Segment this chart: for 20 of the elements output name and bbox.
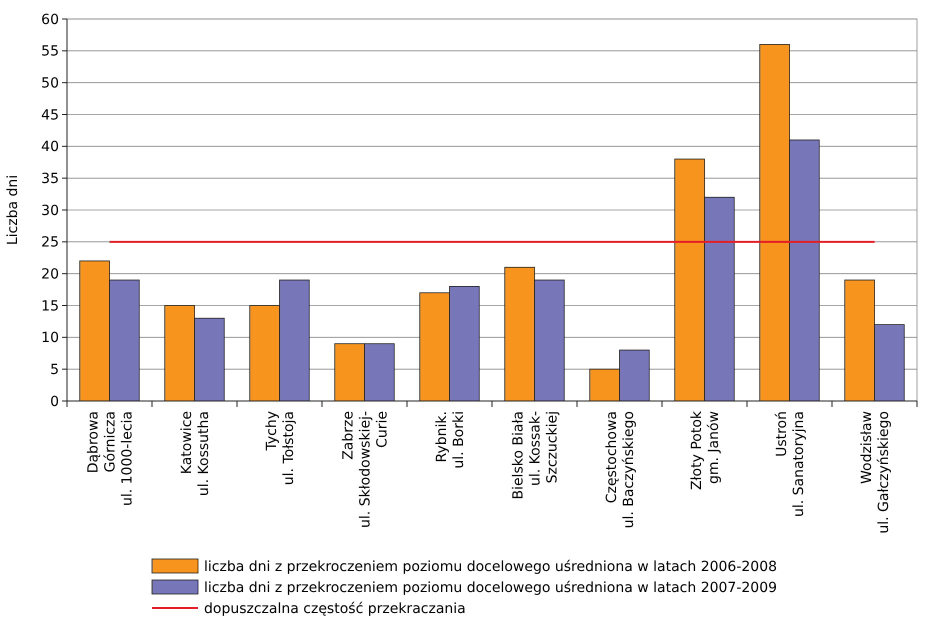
- y-tick-label: 30: [41, 202, 59, 219]
- y-tick-label: 20: [41, 266, 59, 283]
- x-tick-label: Zabrze ul. Skłodowskiej- Curie: [340, 411, 390, 528]
- x-tick-label: Rybnik. ul. Borki: [434, 411, 467, 469]
- y-tick-label: 5: [50, 362, 59, 378]
- x-tick-label: Dąbrowa Górnicza ul. 1000-lecia: [86, 411, 136, 506]
- y-tick-label: 15: [41, 298, 59, 314]
- y-tick-label: 40: [41, 139, 59, 156]
- y-tick-label: 0: [50, 394, 59, 410]
- legend-label: liczba dni z przekroczeniem poziomu docelowego uśredniona w latach 2007-2009: [204, 580, 778, 596]
- y-tick-label: 35: [41, 171, 59, 188]
- y-tick-label: 50: [41, 76, 59, 92]
- y-tick-label: 60: [41, 12, 59, 28]
- y-tick-label: 25: [41, 234, 59, 251]
- legend-label: liczba dni z przekroczeniem poziomu docelowego uśredniona w latach 2006-2008: [204, 558, 778, 575]
- y-tick-label: 55: [41, 44, 59, 60]
- legend-label: dopuszczalna częstość przekraczania: [204, 600, 466, 617]
- y-axis-title: Liczba dni: [5, 174, 21, 246]
- y-tick-label: 45: [41, 107, 59, 124]
- y-tick-label: 10: [41, 330, 59, 346]
